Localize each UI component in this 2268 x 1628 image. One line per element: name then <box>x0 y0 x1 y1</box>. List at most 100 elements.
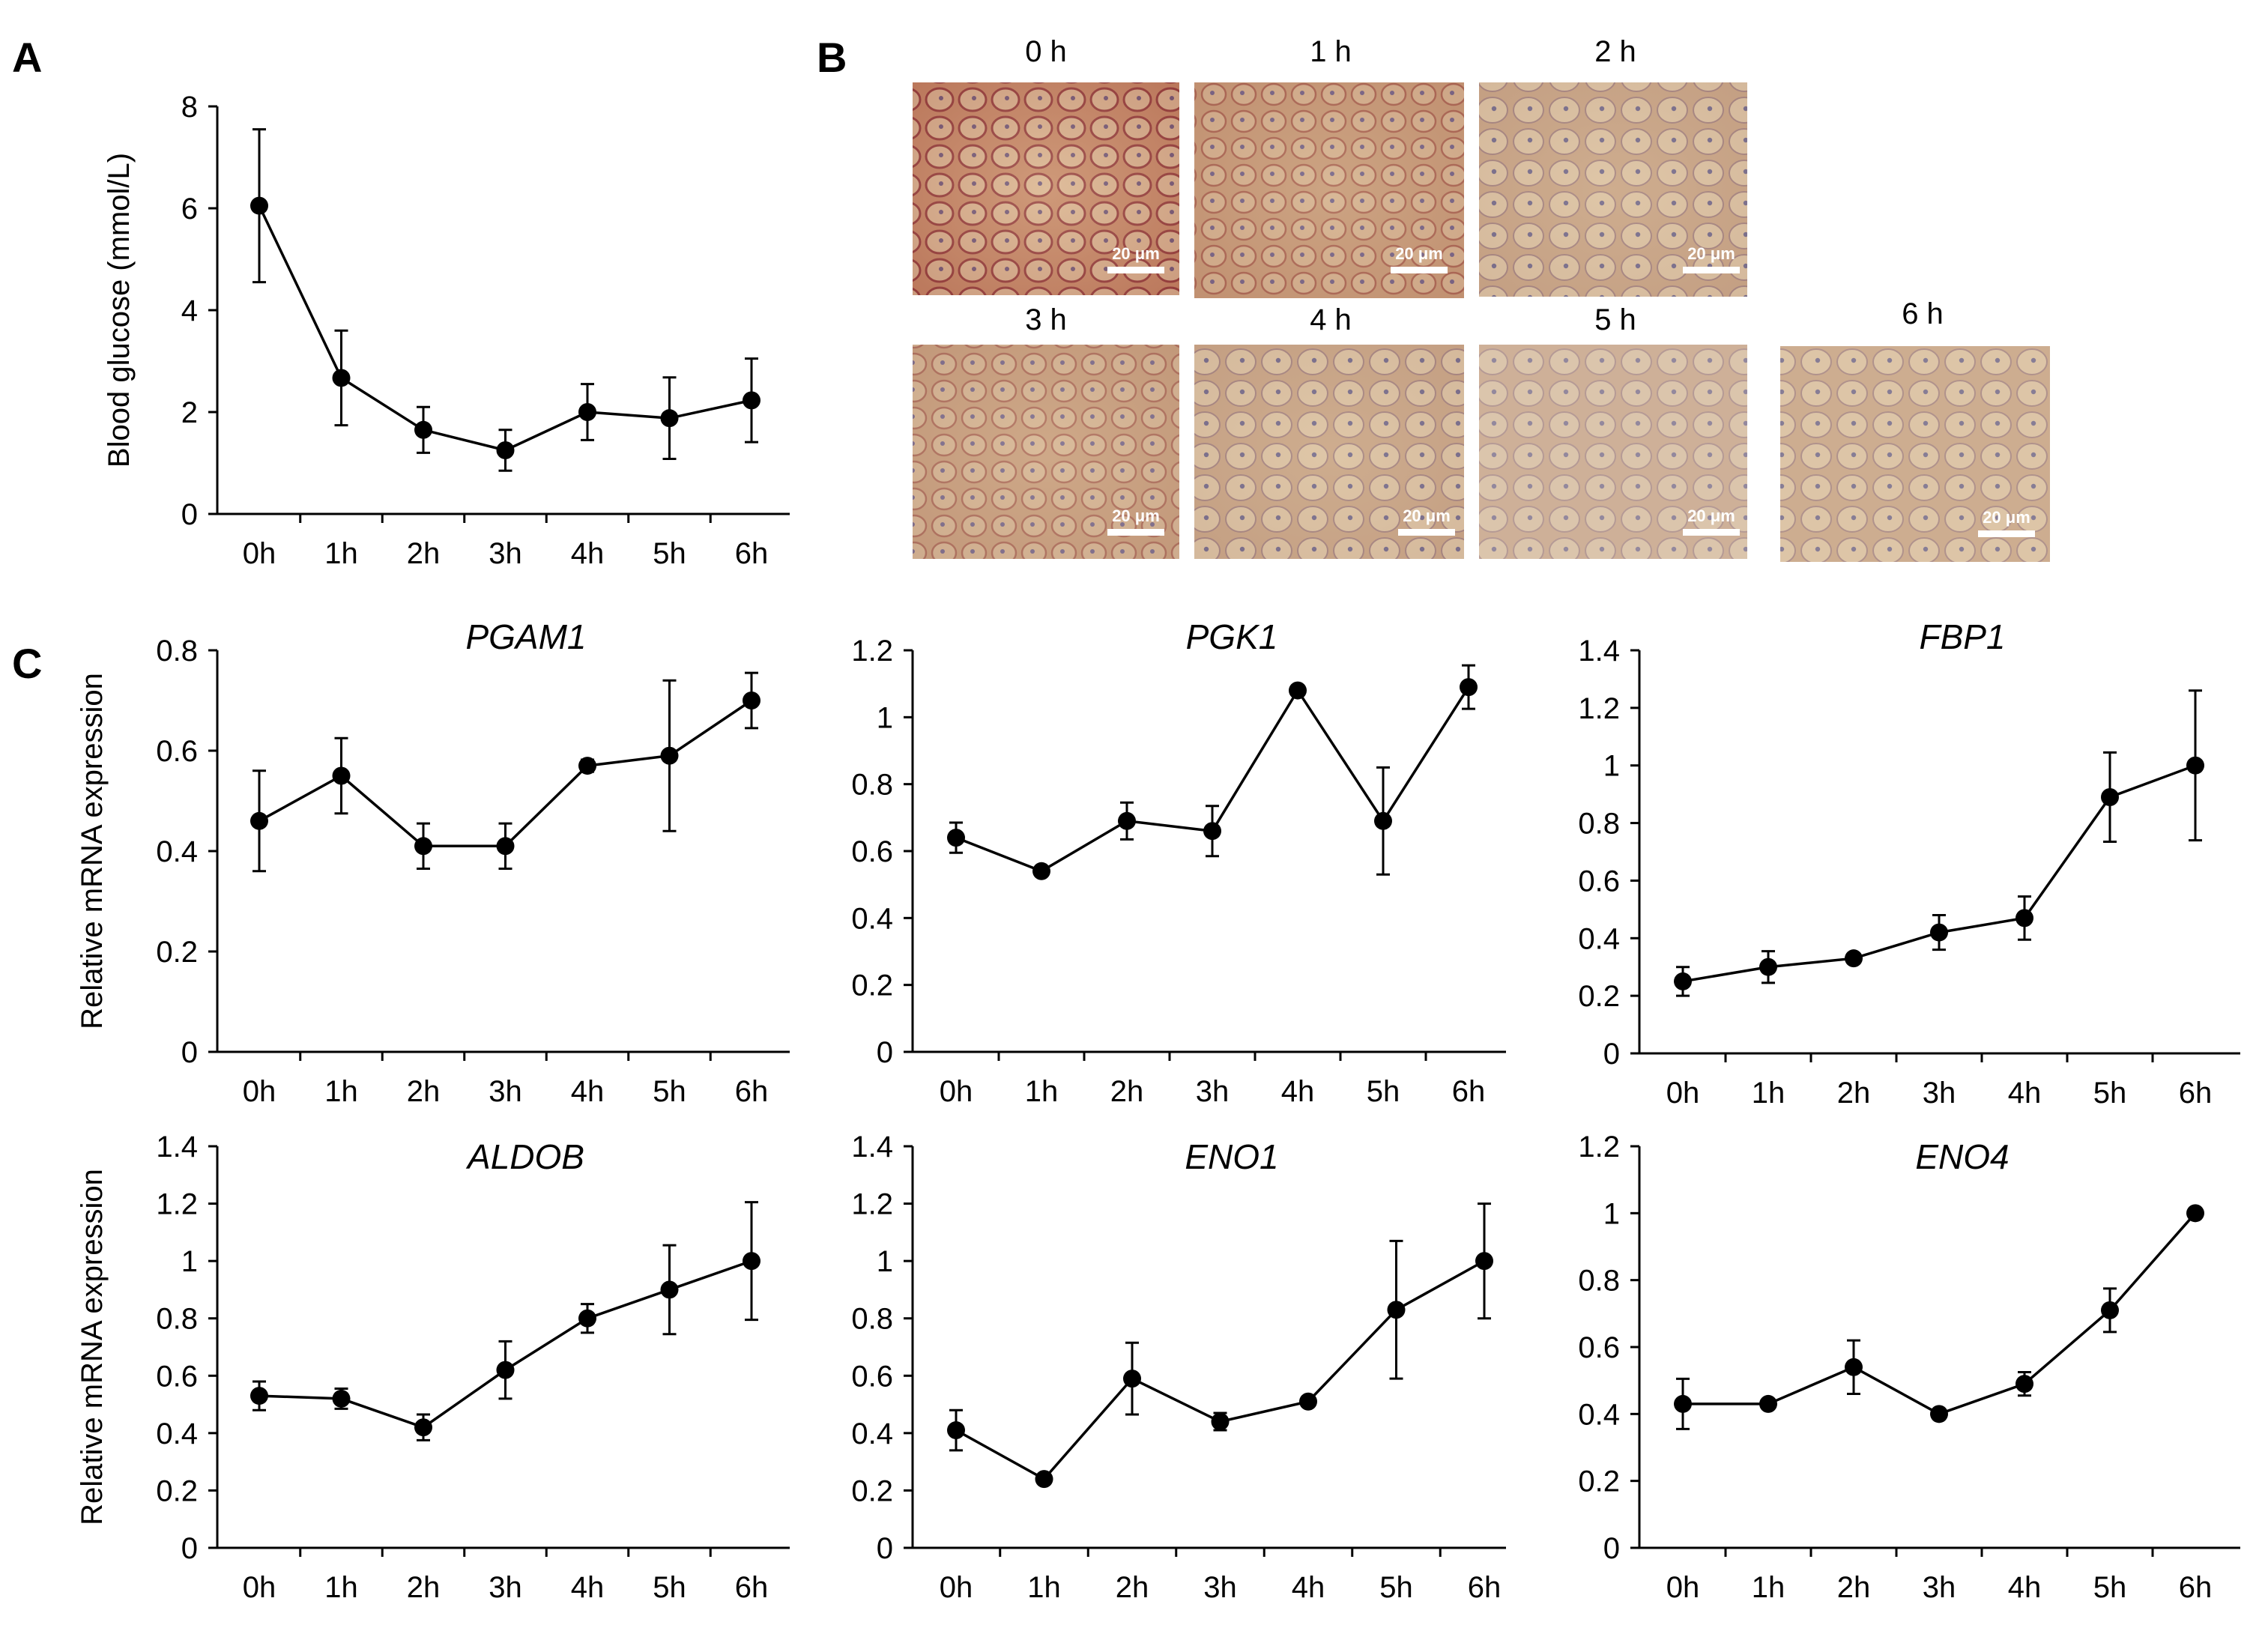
y-tick-label: 0.2 <box>851 1474 893 1507</box>
x-tick-label: 3h <box>1923 1571 1956 1604</box>
scale-bar <box>1683 529 1740 536</box>
y-tick-label: 0 <box>1603 1532 1620 1565</box>
chart-aldob: 0 0.2 0.4 0.6 0.8 1 1.2 1.4 0h 1h 2h 3h 4h 5h 6h Relati… <box>76 1131 790 1604</box>
y-tick-label: 0.2 <box>156 1474 198 1507</box>
y-tick-label: 0 <box>181 498 198 531</box>
x-tick-label: 1h <box>1027 1571 1061 1604</box>
y-tick-label: 0 <box>1603 1038 1620 1071</box>
data-point <box>743 1252 760 1271</box>
y-tick-label: 0 <box>181 1532 198 1565</box>
y-tick-label: 0 <box>181 1036 198 1069</box>
data-point <box>2186 756 2204 775</box>
y-tick-label: 1 <box>877 701 893 734</box>
data-point <box>2186 1204 2204 1223</box>
data-point <box>496 1361 515 1379</box>
data-point <box>332 766 351 785</box>
data-point <box>1118 811 1136 830</box>
micrograph-label-0h: 0 h <box>1025 35 1067 68</box>
y-tick-label: 0.2 <box>156 936 198 969</box>
data-point <box>1759 1394 1777 1413</box>
data-point <box>1759 957 1777 976</box>
x-tick-label: 4h <box>1292 1571 1325 1604</box>
data-point <box>250 196 268 215</box>
x-tick-label: 0h <box>243 537 276 570</box>
data-point <box>1203 822 1221 841</box>
data-point <box>496 441 515 459</box>
y-tick-label: 0.6 <box>156 1360 198 1393</box>
x-tick-label: 4h <box>2008 1077 2042 1110</box>
x-tick-label: 0h <box>940 1571 973 1604</box>
scale-bar <box>1978 530 2035 537</box>
data-point <box>660 409 679 428</box>
data-point <box>1374 811 1392 830</box>
data-point <box>2016 1375 2033 1394</box>
micrograph-1h: 20 μm <box>1194 82 1464 298</box>
data-point <box>1475 1252 1493 1271</box>
y-tick-label: 0.8 <box>1578 1265 1620 1298</box>
x-tick-label: 5h <box>653 1075 686 1108</box>
data-point <box>250 1387 268 1405</box>
x-tick-label: 1h <box>324 537 358 570</box>
x-tick-label: 3h <box>1196 1075 1230 1108</box>
data-point <box>743 692 760 709</box>
data-point <box>332 369 351 387</box>
y-tick-label: 0 <box>877 1532 893 1565</box>
x-tick-label: 4h <box>571 1571 605 1604</box>
micrograph-label-1h: 1 h <box>1310 35 1352 68</box>
panel-letter-a: A <box>12 34 42 81</box>
x-tick-label: 5h <box>653 537 686 570</box>
y-tick-label: 0.8 <box>156 635 198 668</box>
data-point <box>250 811 268 830</box>
scale-bar-label: 20 μm <box>1403 506 1451 525</box>
micrograph-4h: 20 μm <box>1194 345 1464 559</box>
x-tick-label: 2h <box>407 1075 441 1108</box>
x-tick-label: 5h <box>1379 1571 1413 1604</box>
data-point <box>1674 1394 1692 1413</box>
y-tick-label: 8 <box>181 91 198 124</box>
data-point <box>2016 909 2033 928</box>
y-axis-label: Relative mRNA expression <box>76 1169 109 1525</box>
chart-title: PGAM1 <box>465 617 586 656</box>
x-tick-label: 0h <box>1666 1571 1700 1604</box>
x-tick-label: 1h <box>1752 1571 1785 1604</box>
x-tick-label: 3h <box>489 537 522 570</box>
y-tick-label: 0.8 <box>851 769 893 802</box>
data-point <box>947 1421 965 1440</box>
y-tick-label: 0.8 <box>1578 808 1620 841</box>
x-tick-label: 1h <box>324 1075 358 1108</box>
y-tick-label: 1 <box>877 1245 893 1278</box>
y-tick-label: 1.2 <box>156 1188 198 1221</box>
scale-bar-label: 20 μm <box>1112 244 1160 263</box>
series-line <box>955 1259 1485 1481</box>
x-tick-label: 2h <box>407 537 441 570</box>
chart-title: ENO4 <box>1915 1137 2009 1176</box>
x-tick-label: 0h <box>1666 1077 1700 1110</box>
y-tick-label: 1.4 <box>1578 635 1620 668</box>
y-tick-label: 0.8 <box>156 1303 198 1336</box>
y-tick-label: 0.6 <box>156 735 198 768</box>
data-point <box>1387 1301 1406 1319</box>
data-point <box>1032 862 1050 880</box>
data-point <box>1930 1405 1948 1423</box>
chart-fbp1: 0 0.2 0.4 0.6 0.8 1 1.2 1.4 0h 1h 2h 3h 4h 5h 6h FBP1 <box>1578 617 2240 1110</box>
y-tick-label: 1.4 <box>156 1131 198 1163</box>
chart-title: ENO1 <box>1185 1137 1278 1176</box>
chart-title: ALDOB <box>465 1137 584 1176</box>
x-tick-label: 2h <box>1110 1075 1144 1108</box>
x-tick-label: 6h <box>2179 1571 2213 1604</box>
x-tick-label: 3h <box>489 1075 522 1108</box>
data-point <box>332 1389 351 1408</box>
y-tick-label: 0 <box>877 1036 893 1069</box>
scale-bar-label: 20 μm <box>1687 244 1735 263</box>
chart-eno1: 0 0.2 0.4 0.6 0.8 1 1.2 1.4 0h 1h 2h 3h 4h 5h 6h ENO1 <box>851 1131 1506 1604</box>
data-point <box>1930 923 1948 942</box>
data-point <box>578 1309 596 1328</box>
y-tick-label: 0.2 <box>1578 1465 1620 1498</box>
data-point <box>578 757 596 775</box>
micrograph-2h: 20 μm <box>1479 82 1747 297</box>
y-tick-label: 0.4 <box>156 1417 198 1450</box>
x-tick-label: 3h <box>1923 1077 1956 1110</box>
data-point <box>743 391 760 410</box>
data-point <box>1460 678 1478 697</box>
